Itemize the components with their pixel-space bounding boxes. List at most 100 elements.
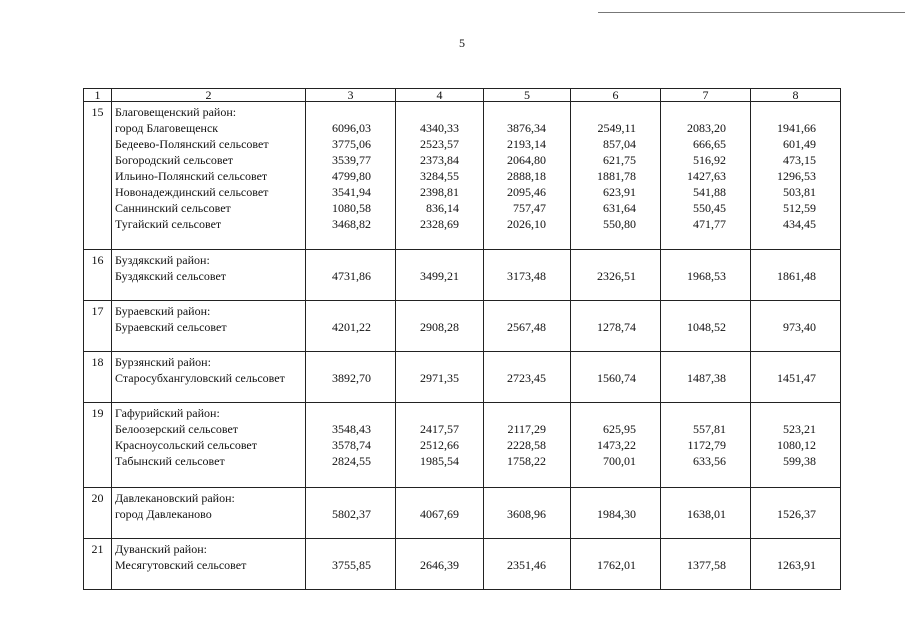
- row-number-cell: 20: [83, 487, 112, 539]
- value: 1560,74: [597, 371, 636, 385]
- value: 3876,34: [507, 121, 546, 135]
- value: 973,40: [783, 320, 816, 334]
- value: 1473,22: [597, 438, 636, 452]
- value-cell: 2083,20 666,65 516,92 1427,63 541,88 550,45 47…: [660, 101, 751, 250]
- blank-line: [571, 252, 636, 268]
- blank-line: [484, 405, 546, 421]
- value-cell: 2723,45: [483, 351, 571, 403]
- value: 3173,48: [507, 269, 546, 283]
- value: 3578,74: [332, 438, 371, 452]
- name-cell: Бураевский район: Бураевский сельсовет: [111, 300, 306, 352]
- table-row: 17 Бураевский район: Бураевский сельсовет 4…: [83, 300, 841, 352]
- value: 512,59: [783, 201, 816, 215]
- name-cell: Благовещенский район: город Благовещенск Б…: [111, 101, 306, 250]
- value: 516,92: [693, 153, 726, 167]
- value: 2373,84: [420, 153, 459, 167]
- value: 2228,58: [507, 438, 546, 452]
- blank-line: [396, 104, 459, 120]
- table-row: 19 Гафурийский район: Белоозерский сельсов…: [83, 402, 841, 488]
- value: 2567,48: [507, 320, 546, 334]
- value-cell: 1451,47: [750, 351, 841, 403]
- blank-line: [661, 541, 726, 557]
- value-cell: 2417,57 2512,66 1985,54: [395, 402, 484, 488]
- value-cell: 3608,96: [483, 487, 571, 539]
- blank-line: [306, 405, 371, 421]
- row-number: 18: [91, 355, 104, 369]
- value: 2328,69: [420, 217, 459, 231]
- blank-line: [661, 104, 726, 120]
- value: 557,81: [693, 422, 726, 436]
- value-cell: 3173,48: [483, 249, 571, 301]
- settlement-name: Бураевский сельсовет: [115, 320, 227, 334]
- settlement-name: Ильино-Полянский сельсовет: [115, 169, 268, 183]
- value-cell: 3755,85: [305, 538, 396, 590]
- blank-line: [484, 303, 546, 319]
- value: 1263,91: [777, 558, 816, 572]
- value: 5802,37: [332, 507, 371, 521]
- value-cell: 2549,11 857,04 621,75 1881,78 623,91 631,64 55…: [570, 101, 661, 250]
- column-header: 3: [305, 88, 396, 102]
- value-cell: 4067,69: [395, 487, 484, 539]
- value-cell: 2117,29 2228,58 1758,22: [483, 402, 571, 488]
- value-cell: 523,21 1080,12 599,38: [750, 402, 841, 488]
- settlement-name: Тугайский сельсовет: [115, 217, 222, 231]
- value: 4799,80: [332, 169, 371, 183]
- value: 2326,51: [597, 269, 636, 283]
- blank-line: [396, 354, 459, 370]
- table-row: 15 Благовещенский район: город Благовещенс…: [83, 101, 841, 250]
- column-header: 8: [750, 88, 841, 102]
- value-cell: 1638,01: [660, 487, 751, 539]
- name-cell: Давлекановский район: город Давлеканово: [111, 487, 306, 539]
- settlement-name: Красноусольский сельсовет: [115, 438, 258, 452]
- value: 1758,22: [507, 454, 546, 468]
- settlement-name: Буздякский сельсовет: [115, 269, 227, 283]
- value: 757,47: [513, 201, 546, 215]
- blank-line: [751, 490, 816, 506]
- settlement-name: Богородский сельсовет: [115, 153, 234, 167]
- blank-line: [306, 490, 371, 506]
- value: 2398,81: [420, 185, 459, 199]
- value: 3775,06: [332, 137, 371, 151]
- value: 471,77: [693, 217, 726, 231]
- row-number: 20: [91, 491, 104, 505]
- value: 623,91: [603, 185, 636, 199]
- value: 4731,86: [332, 269, 371, 283]
- value-cell: 4340,33 2523,57 2373,84 3284,55 2398,81 836,1…: [395, 101, 484, 250]
- blank-line: [306, 303, 371, 319]
- blank-line: [396, 490, 459, 506]
- value: 2523,57: [420, 137, 459, 151]
- value: 2095,46: [507, 185, 546, 199]
- settlement-name: Бедеево-Полянский сельсовет: [115, 137, 269, 151]
- blank-line: [661, 405, 726, 421]
- value: 1377,58: [687, 558, 726, 572]
- blank-line: [571, 490, 636, 506]
- value: 3541,94: [332, 185, 371, 199]
- name-cell: Буздякский район: Буздякский сельсовет: [111, 249, 306, 301]
- blank-line: [306, 104, 371, 120]
- value: 1526,37: [777, 507, 816, 521]
- top-rule: [598, 12, 905, 13]
- district-name: Давлекановский район:: [115, 491, 235, 505]
- value: 1048,52: [687, 320, 726, 334]
- value: 2824,55: [332, 454, 371, 468]
- value-cell: 625,95 1473,22 700,01: [570, 402, 661, 488]
- value: 3892,70: [332, 371, 371, 385]
- district-name: Бурзянский район:: [115, 355, 211, 369]
- blank-line: [484, 252, 546, 268]
- value-cell: 2646,39: [395, 538, 484, 590]
- value: 550,80: [603, 217, 636, 231]
- name-cell: Бурзянский район: Старосубхангуловский се…: [111, 351, 306, 403]
- value-cell: 1487,38: [660, 351, 751, 403]
- blank-line: [396, 303, 459, 319]
- blank-line: [396, 541, 459, 557]
- settlement-name: город Давлеканово: [115, 507, 212, 521]
- value-cell: 557,81 1172,79 633,56: [660, 402, 751, 488]
- row-number-cell: 16: [83, 249, 112, 301]
- blank-line: [484, 490, 546, 506]
- row-number: 15: [91, 105, 104, 119]
- value: 1451,47: [777, 371, 816, 385]
- value: 3284,55: [420, 169, 459, 183]
- value: 1881,78: [597, 169, 636, 183]
- value-cell: 2971,35: [395, 351, 484, 403]
- value: 503,81: [783, 185, 816, 199]
